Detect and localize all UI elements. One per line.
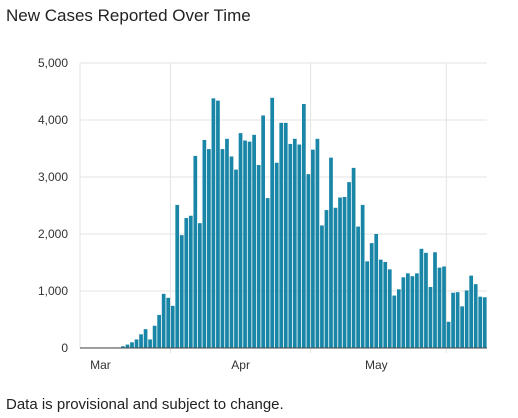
bar [374,234,379,348]
y-tick-label: 0 [61,341,68,355]
bar [478,296,483,348]
bar [121,346,125,348]
y-tick-label: 3,000 [38,170,68,184]
bar [229,156,234,348]
bar [143,329,148,348]
bar [125,344,130,348]
bar [197,223,202,348]
bar [347,182,351,348]
bar [360,204,365,348]
bar [401,277,406,348]
bar [148,339,152,348]
bar [437,267,442,348]
bar [283,122,288,348]
bar [482,297,487,348]
bar [274,162,279,348]
bar [152,325,157,348]
bar [279,122,284,348]
bar [238,133,243,348]
bar [134,339,139,348]
x-tick-label: Mar [90,358,111,372]
x-grid [169,63,447,353]
bar [166,297,171,348]
bar [428,287,433,348]
bar [464,290,469,348]
bar [234,169,238,348]
bar [446,321,451,348]
bar [225,138,229,348]
bar [161,293,166,348]
bar [455,292,460,348]
bar [243,140,247,348]
bar [320,225,324,348]
chart: 0 1,000 2,000 3,000 4,000 5,000 Mar Apr May [38,56,487,372]
y-tick-label: 1,000 [38,284,68,298]
bars [80,97,487,348]
bar [342,196,347,348]
bar [247,141,252,348]
bar [424,252,428,348]
bar [378,259,383,348]
bar [292,138,297,348]
bar [265,198,270,348]
bar [297,144,302,348]
x-tick-labels: Mar Apr May [90,358,388,372]
bar [451,292,455,348]
bar [324,210,329,348]
chart-title: New Cases Reported Over Time [6,6,251,25]
bar [419,248,424,348]
bar [216,100,220,348]
bar [270,97,275,348]
bar [211,98,216,348]
bar [356,226,360,348]
bar [410,276,415,348]
bar [220,149,225,348]
bar [261,115,266,348]
bar [157,314,161,348]
bar [179,235,184,348]
y-tick-label: 4,000 [38,113,68,127]
bar [433,252,437,348]
bar [252,134,256,348]
bar [469,275,474,348]
bar [473,284,478,348]
bar [396,289,401,348]
bar [175,204,180,348]
y-tick-label: 2,000 [38,227,68,241]
bar [188,215,193,348]
bar [202,139,207,348]
bar [387,269,392,348]
bar [170,305,175,348]
x-tick-label: Apr [231,358,250,372]
y-tick-labels: 0 1,000 2,000 3,000 4,000 5,000 [38,56,68,355]
bar [460,306,464,348]
y-tick-label: 5,000 [38,56,68,70]
bar [442,266,446,348]
bar [406,273,410,348]
bar [193,155,198,348]
bar [415,273,419,348]
bar [301,104,306,348]
bar [315,138,320,348]
bar [383,261,388,348]
bar [329,157,333,348]
bar [369,243,374,348]
x-tick-label: May [365,358,388,372]
bar [256,165,261,348]
bar [130,342,134,348]
y-grid [79,62,487,348]
bar [306,174,311,348]
footnote: Data is provisional and subject to chang… [6,396,284,413]
bar [184,218,189,348]
bar [392,295,397,348]
bar [333,207,338,348]
bar [311,149,315,348]
bar [365,261,370,348]
bar [338,197,342,348]
bar [139,334,143,348]
bar [288,143,293,348]
bar [351,167,356,348]
bar [207,149,211,348]
